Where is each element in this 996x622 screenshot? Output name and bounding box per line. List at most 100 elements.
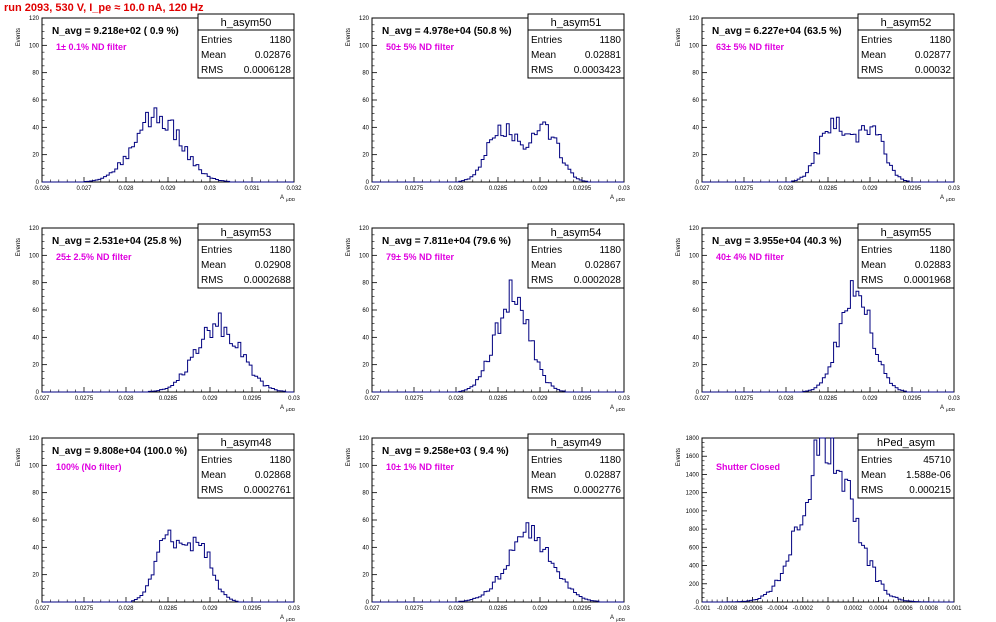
histogram-line: [372, 279, 624, 393]
histogram-line: [702, 280, 954, 393]
y-tick-label: 100: [29, 253, 40, 259]
y-tick-label: 20: [32, 573, 39, 579]
y-tick-label: 80: [362, 281, 369, 287]
stats-entries-label: Entries: [861, 245, 892, 256]
y-tick-label: 0: [36, 600, 40, 606]
x-tick-label: 0.0295: [903, 186, 922, 192]
stats-rms-value: 0.00032: [915, 65, 952, 76]
y-tick-label: 20: [362, 363, 369, 369]
y-tick-label: 0: [696, 390, 700, 396]
y-tick-label: 40: [32, 335, 39, 341]
stats-entries-label: Entries: [861, 455, 892, 466]
y-tick-label: 80: [692, 281, 699, 287]
y-tick-label: 100: [359, 463, 370, 469]
x-tick-label: -0.001: [693, 606, 711, 612]
x-tick-label: 0.0285: [819, 186, 838, 192]
x-tick-label: 0.0295: [243, 396, 262, 402]
stats-entries-value: 1180: [929, 245, 951, 256]
stats-entries-value: 1180: [599, 455, 621, 466]
stats-entries-value: 1180: [599, 245, 621, 256]
x-tick-label: 0.0004: [869, 606, 888, 612]
y-tick-label: 60: [32, 98, 39, 104]
y-tick-label: 60: [362, 518, 369, 524]
stats-mean-value: 0.02868: [255, 470, 292, 481]
x-tick-label: 0.032: [286, 186, 302, 192]
navg-label: N_avg = 2.531e+04 (25.8 %): [52, 236, 182, 247]
stats-entries-value: 45710: [923, 455, 951, 466]
x-tick-label: 0.028: [118, 606, 134, 612]
navg-label: N_avg = 9.258e+03 ( 9.4 %): [382, 446, 509, 457]
y-tick-label: 60: [32, 308, 39, 314]
stats-box: [527, 239, 625, 289]
stats-histogram-name: h_asym50: [221, 17, 272, 29]
stats-rms-value: 0.0003423: [574, 65, 622, 76]
x-tick-label: 0.0285: [489, 186, 508, 192]
stats-histogram-name: hPed_asym: [877, 437, 935, 449]
x-tick-label: 0.03: [288, 396, 300, 402]
histogram-line: [42, 529, 294, 603]
stats-entries-label: Entries: [531, 455, 562, 466]
filter-annotation: 63± 5% ND filter: [716, 42, 784, 52]
histogram-pad-h_asym50: 0.026 0.027 0.028 0.029 0.03 0.031 0.032 0 20 40 6…: [16, 13, 302, 202]
x-tick-label: 0.028: [778, 396, 794, 402]
x-tick-label: 0.0275: [75, 606, 94, 612]
stats-rms-label: RMS: [201, 275, 224, 286]
stats-mean-label: Mean: [201, 50, 226, 61]
x-tick-label: 0.026: [34, 186, 50, 192]
stats-mean-value: 1.588e-06: [906, 470, 951, 481]
x-tick-label: -0.0004: [767, 606, 788, 612]
run-title: run 2093, 530 V, I_pe ≈ 10.0 nA, 120 Hz: [4, 2, 204, 14]
y-tick-label: 120: [359, 16, 370, 22]
y-tick-label: 40: [362, 125, 369, 131]
x-tick-label: 0.028: [448, 396, 464, 402]
y-tick-label: 60: [692, 98, 699, 104]
y-tick-label: 80: [32, 71, 39, 77]
y-tick-label: 120: [29, 436, 40, 442]
navg-label: N_avg = 6.227e+04 (63.5 %): [712, 26, 842, 37]
stats-mean-label: Mean: [531, 260, 556, 271]
y-tick-label: 400: [689, 564, 700, 570]
stats-entries-value: 1180: [269, 455, 291, 466]
x-tick-label: 0.027: [76, 186, 92, 192]
histogram-line: [702, 437, 954, 603]
stats-rms-value: 0.0002028: [574, 275, 622, 286]
stats-mean-label: Mean: [531, 470, 556, 481]
stats-rms-value: 0.0006128: [244, 65, 292, 76]
x-tick-label: 0.027: [694, 396, 710, 402]
x-tick-label: 0.028: [778, 186, 794, 192]
stats-rms-value: 0.000215: [909, 485, 951, 496]
stats-rms-label: RMS: [861, 275, 884, 286]
x-tick-label: 0.0295: [573, 396, 592, 402]
stats-rms-label: RMS: [861, 485, 884, 496]
x-tick-label: 0.027: [34, 396, 50, 402]
filter-annotation: 79± 5% ND filter: [386, 252, 454, 262]
y-tick-label: 1600: [686, 454, 700, 460]
x-tick-label: 0.028: [448, 606, 464, 612]
stats-histogram-name: h_asym51: [551, 17, 602, 29]
y-tick-label: 20: [692, 153, 699, 159]
y-tick-label: 80: [32, 281, 39, 287]
y-axis-label: Events: [676, 238, 682, 256]
stats-mean-label: Mean: [531, 50, 556, 61]
y-axis-label: Events: [346, 448, 352, 466]
y-tick-label: 0: [36, 180, 40, 186]
y-tick-label: 120: [359, 436, 370, 442]
x-tick-label: 0.029: [862, 396, 878, 402]
y-tick-label: 0: [696, 600, 700, 606]
y-tick-label: 120: [29, 16, 40, 22]
y-axis-label: Events: [16, 448, 22, 466]
y-tick-label: 80: [362, 491, 369, 497]
y-tick-label: 120: [689, 16, 700, 22]
y-tick-label: 1000: [686, 509, 700, 515]
stats-mean-value: 0.02887: [585, 470, 622, 481]
stats-entries-label: Entries: [201, 35, 232, 46]
filter-annotation: 1± 0.1% ND filter: [56, 42, 127, 52]
x-tick-label: 0.0285: [819, 396, 838, 402]
x-tick-label: 0.001: [946, 606, 962, 612]
y-axis-label: Events: [16, 28, 22, 46]
stats-rms-label: RMS: [201, 485, 224, 496]
stats-rms-label: RMS: [861, 65, 884, 76]
stats-entries-label: Entries: [201, 455, 232, 466]
stats-entries-label: Entries: [861, 35, 892, 46]
